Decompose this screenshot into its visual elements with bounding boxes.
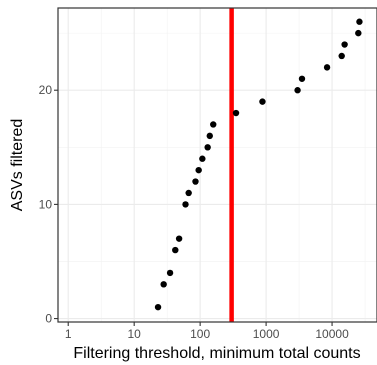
data-point [206, 132, 213, 140]
x-axis-title: Filtering threshold, minimum total count… [73, 345, 360, 362]
y-axis-title: ASVs filtered [9, 119, 26, 211]
x-tick-label: 1000 [253, 327, 280, 341]
data-point [166, 269, 174, 277]
plot-border [57, 7, 377, 323]
data-point [356, 18, 363, 25]
x-axis-ticks: 1 10 100 1000 10000 [65, 322, 349, 341]
data-point [341, 41, 348, 48]
y-tick-label: 20 [39, 83, 53, 97]
x-tick-label: 10000 [315, 327, 349, 341]
y-tick-label: 0 [45, 312, 52, 326]
data-point [192, 178, 199, 185]
major-grid [58, 8, 377, 322]
data-point [185, 189, 192, 197]
data-point [232, 109, 240, 117]
plot-background [58, 8, 377, 322]
data-point [154, 303, 162, 311]
y-tick-label: 10 [39, 197, 53, 211]
data-point [355, 29, 362, 37]
data-point [172, 246, 179, 254]
data-point [160, 281, 167, 288]
data-point [210, 121, 217, 128]
data-point [195, 166, 202, 174]
data-point [204, 144, 211, 151]
data-point [199, 155, 206, 162]
x-tick-label: 100 [190, 327, 210, 341]
data-point [294, 87, 301, 94]
y-axis-ticks: 0 10 20 [39, 83, 58, 326]
data-point [182, 201, 189, 208]
data-point [175, 235, 183, 242]
x-tick-label: 1 [65, 327, 72, 341]
points-layer [154, 18, 363, 311]
data-point [298, 75, 306, 82]
data-point [259, 98, 266, 105]
data-point [338, 52, 345, 60]
x-tick-label: 10 [127, 327, 141, 341]
data-point [323, 64, 331, 71]
